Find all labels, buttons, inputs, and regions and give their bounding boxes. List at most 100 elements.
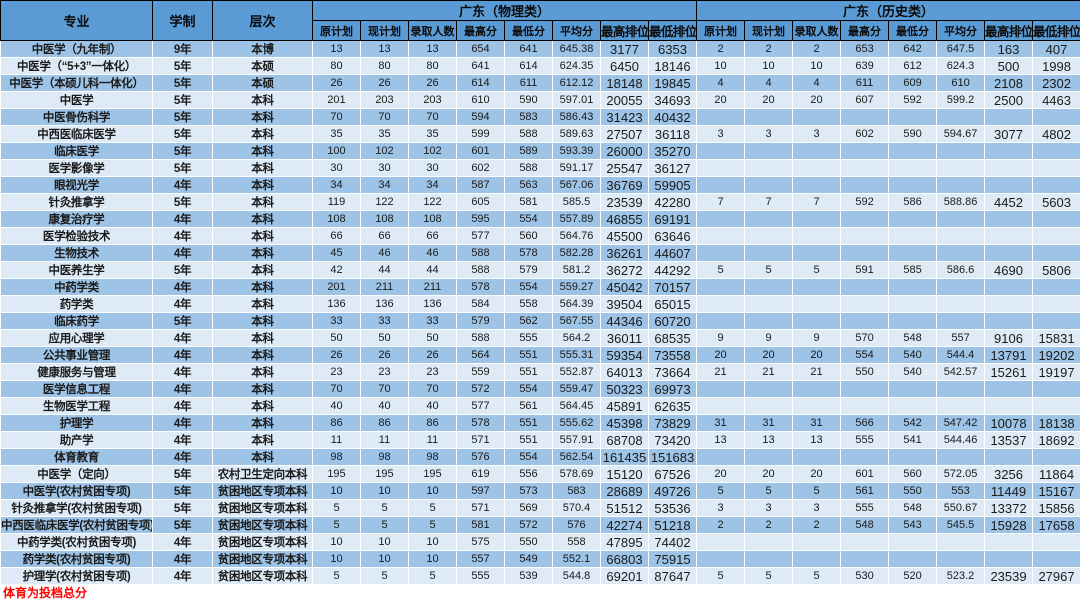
history-metric-cell: 4 bbox=[697, 75, 745, 92]
history-metric-cell bbox=[1033, 534, 1080, 551]
physics-metric-cell: 576 bbox=[457, 449, 505, 466]
history-metric-cell: 4 bbox=[793, 75, 841, 92]
metric-header-history-planned-current: 现计划 bbox=[745, 21, 793, 41]
physics-metric-cell: 557 bbox=[457, 551, 505, 568]
history-metric-cell: 5603 bbox=[1033, 194, 1080, 211]
physics-metric-cell: 551 bbox=[505, 415, 553, 432]
physics-metric-cell: 572 bbox=[457, 381, 505, 398]
history-metric-cell: 5 bbox=[697, 483, 745, 500]
physics-metric-cell: 50323 bbox=[601, 381, 649, 398]
physics-metric-cell: 36118 bbox=[649, 126, 697, 143]
history-metric-cell bbox=[841, 160, 889, 177]
physics-metric-cell: 554 bbox=[505, 381, 553, 398]
physics-metric-cell: 588 bbox=[505, 160, 553, 177]
history-metric-cell bbox=[1033, 296, 1080, 313]
physics-metric-cell: 203 bbox=[361, 92, 409, 109]
duration-cell: 4年 bbox=[153, 432, 213, 449]
duration-cell: 4年 bbox=[153, 568, 213, 585]
history-metric-cell: 15167 bbox=[1033, 483, 1080, 500]
history-metric-cell: 20 bbox=[697, 466, 745, 483]
physics-metric-cell: 13 bbox=[313, 41, 361, 58]
history-metric-cell: 653 bbox=[841, 41, 889, 58]
history-metric-cell bbox=[793, 245, 841, 262]
major-cell: 眼视光学 bbox=[1, 177, 153, 194]
history-metric-cell: 540 bbox=[889, 364, 937, 381]
duration-cell: 4年 bbox=[153, 228, 213, 245]
history-metric-cell: 2 bbox=[793, 517, 841, 534]
major-cell: 中医学（九年制） bbox=[1, 41, 153, 58]
history-metric-cell bbox=[889, 381, 937, 398]
physics-metric-cell: 66 bbox=[313, 228, 361, 245]
physics-metric-cell: 44 bbox=[361, 262, 409, 279]
physics-metric-cell: 578 bbox=[457, 415, 505, 432]
physics-metric-cell: 562.54 bbox=[553, 449, 601, 466]
level-cell: 本科 bbox=[213, 262, 313, 279]
duration-cell: 5年 bbox=[153, 500, 213, 517]
history-metric-cell: 2 bbox=[697, 41, 745, 58]
history-metric-cell: 542.57 bbox=[937, 364, 985, 381]
level-cell: 本科 bbox=[213, 228, 313, 245]
metric-header-history-planned-orig: 原计划 bbox=[697, 21, 745, 41]
physics-metric-cell: 555.31 bbox=[553, 347, 601, 364]
level-cell: 贫困地区专项本科 bbox=[213, 534, 313, 551]
history-metric-cell: 500 bbox=[985, 58, 1033, 75]
history-metric-cell: 540 bbox=[889, 347, 937, 364]
physics-metric-cell: 11 bbox=[313, 432, 361, 449]
major-cell: 针灸推拿学 bbox=[1, 194, 153, 211]
physics-metric-cell: 25547 bbox=[601, 160, 649, 177]
history-metric-cell bbox=[937, 296, 985, 313]
duration-cell: 4年 bbox=[153, 398, 213, 415]
history-metric-cell: 2 bbox=[697, 517, 745, 534]
physics-metric-cell: 590 bbox=[505, 92, 553, 109]
physics-metric-cell: 619 bbox=[457, 466, 505, 483]
physics-metric-cell: 33 bbox=[361, 313, 409, 330]
physics-metric-cell: 5 bbox=[409, 568, 457, 585]
physics-metric-cell: 10 bbox=[361, 483, 409, 500]
history-metric-cell: 7 bbox=[793, 194, 841, 211]
physics-metric-cell: 68708 bbox=[601, 432, 649, 449]
history-metric-cell bbox=[793, 143, 841, 160]
column-header-level: 层次 bbox=[213, 1, 313, 41]
major-cell: 针灸推拿学(农村贫困专项) bbox=[1, 500, 153, 517]
physics-metric-cell: 551 bbox=[505, 364, 553, 381]
duration-cell: 4年 bbox=[153, 296, 213, 313]
history-metric-cell: 548 bbox=[889, 330, 937, 347]
major-cell: 中西医临床医学(农村贫困专项) bbox=[1, 517, 153, 534]
history-metric-cell: 544.46 bbox=[937, 432, 985, 449]
duration-cell: 4年 bbox=[153, 415, 213, 432]
physics-metric-cell: 15120 bbox=[601, 466, 649, 483]
history-metric-cell bbox=[937, 381, 985, 398]
physics-metric-cell: 23 bbox=[313, 364, 361, 381]
physics-metric-cell: 594 bbox=[457, 109, 505, 126]
history-metric-cell bbox=[937, 534, 985, 551]
physics-metric-cell: 11 bbox=[361, 432, 409, 449]
physics-metric-cell: 13 bbox=[409, 41, 457, 58]
history-metric-cell bbox=[841, 143, 889, 160]
physics-metric-cell: 10 bbox=[361, 551, 409, 568]
history-metric-cell: 11449 bbox=[985, 483, 1033, 500]
physics-metric-cell: 36127 bbox=[649, 160, 697, 177]
history-metric-cell: 20 bbox=[793, 92, 841, 109]
header-group-row: 专业 学制 层次 广东（物理类） 广东（历史类） bbox=[1, 1, 1080, 21]
history-metric-cell: 3 bbox=[697, 126, 745, 143]
physics-metric-cell: 554 bbox=[505, 449, 553, 466]
physics-metric-cell: 10 bbox=[313, 551, 361, 568]
history-metric-cell bbox=[1033, 449, 1080, 466]
level-cell: 本科 bbox=[213, 211, 313, 228]
physics-metric-cell: 30 bbox=[313, 160, 361, 177]
history-metric-cell bbox=[937, 398, 985, 415]
history-metric-cell: 586 bbox=[889, 194, 937, 211]
history-metric-cell: 5 bbox=[697, 262, 745, 279]
history-metric-cell: 27967 bbox=[1033, 568, 1080, 585]
history-metric-cell: 21 bbox=[697, 364, 745, 381]
history-metric-cell: 599.2 bbox=[937, 92, 985, 109]
physics-metric-cell: 614 bbox=[505, 58, 553, 75]
history-metric-cell bbox=[841, 398, 889, 415]
history-metric-cell: 545.5 bbox=[937, 517, 985, 534]
